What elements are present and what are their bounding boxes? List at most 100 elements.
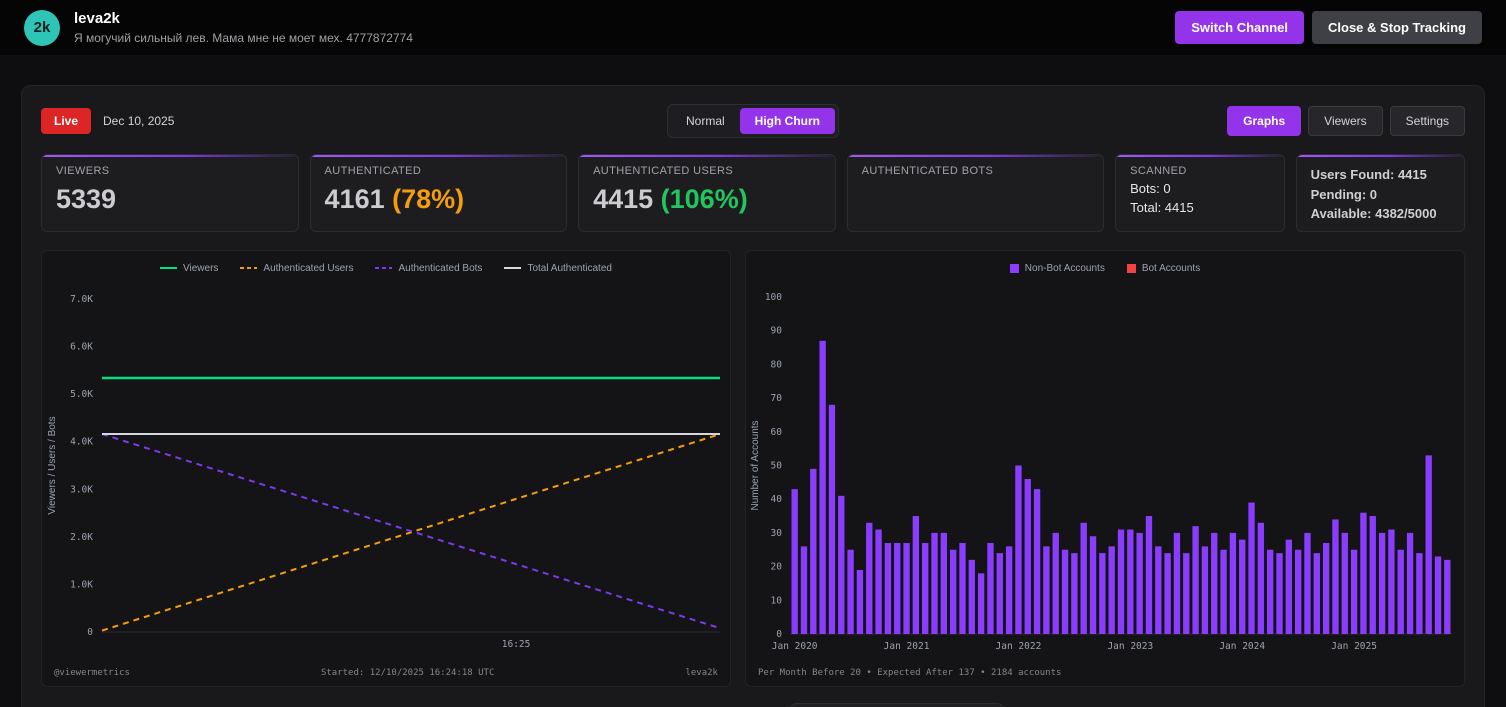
legend-item: Viewers [160,263,218,274]
svg-text:30: 30 [771,528,783,539]
svg-text:4.0K: 4.0K [70,437,93,448]
channel-label: leva2k [685,668,718,678]
bar-chart-legend: Non-Bot Accounts Bot Accounts [746,251,1464,285]
legend-item: Total Authenticated [504,263,612,274]
bar-chart-footer: Per Month Before 20 • Expected After 137… [746,660,1464,686]
svg-text:100: 100 [765,292,782,303]
legend-label: Authenticated Bots [398,262,483,274]
stat-label: VIEWERS [56,165,110,177]
legend-swatch-icon [160,267,178,269]
bottom-panel-peek [789,703,1005,707]
stat-percent: (78%) [392,184,465,214]
svg-text:0: 0 [776,629,782,640]
scanned-total: Total: 4415 [1130,200,1194,215]
legend-swatch-icon [1126,263,1136,273]
legend-swatch-icon [240,267,258,269]
svg-text:90: 90 [771,326,783,337]
accounts-bar-chart-panel: Non-Bot Accounts Bot Accounts 0 10 20 30 40 50… [745,250,1465,687]
mode-option-normal[interactable]: Normal [686,114,725,128]
line-chart-legend: Viewers Authenticated Users Authenticated … [42,251,730,285]
svg-text:Jan 2022: Jan 2022 [996,641,1042,652]
viewers-line-chart: 0 1.0K 2.0K 3.0K 4.0K 5.0K 6.0K 7.0K 16:25 Viewer… [42,285,730,660]
tab-viewers[interactable]: Viewers [1308,106,1383,136]
legend-label: Authenticated Users [263,262,354,274]
available: Available: 4382/5000 [1310,206,1437,221]
svg-text:Number of Accounts: Number of Accounts [750,420,761,510]
stats-row: VIEWERS 5339 AUTHENTICATED 4161 (78%) AU… [41,154,1465,232]
started-timestamp: Started: 12/10/2025 16:24:18 UTC [320,668,495,678]
tracking-date: Dec 10, 2025 [103,114,175,128]
mode-option-high-churn[interactable]: High Churn [739,108,835,134]
stat-card-scanned: SCANNED Bots: 0 Total: 4415 [1115,154,1285,232]
close-stop-tracking-button[interactable]: Close & Stop Tracking [1312,11,1482,44]
pending: Pending: 0 [1310,186,1378,202]
legend-swatch-icon [1009,263,1019,273]
toolbar: Live Dec 10, 2025 Normal High Churn Grap… [41,104,1465,138]
svg-text:3.0K: 3.0K [70,484,93,495]
stat-value: 4415 (106%) [593,184,821,215]
switch-channel-button[interactable]: Switch Channel [1175,11,1305,44]
stat-card-authenticated-bots: AUTHENTICATED BOTS [846,154,1105,232]
svg-text:60: 60 [771,427,783,438]
legend-item: Non-Bot Accounts [1009,262,1105,274]
stat-number: 4161 [324,184,385,214]
tab-settings[interactable]: Settings [1389,106,1465,136]
channel-description: Я могучий сильный лев. Мама мне не моет … [74,31,413,45]
svg-text:5.0K: 5.0K [70,389,93,400]
live-badge: Live [41,108,92,134]
svg-text:80: 80 [771,359,783,370]
svg-text:Jan 2024: Jan 2024 [1219,641,1265,652]
stat-card-viewers: VIEWERS 5339 [41,154,299,232]
legend-label: Total Authenticated [527,262,612,274]
legend-item: Bot Accounts [1126,262,1201,274]
legend-label: Non-Bot Accounts [1024,262,1105,274]
svg-text:50: 50 [771,461,783,472]
stat-label: AUTHENTICATED [324,165,422,177]
main-panel: Live Dec 10, 2025 Normal High Churn Grap… [21,85,1485,707]
line-chart-footer: @viewermetrics Started: 12/10/2025 16:24… [42,660,730,686]
stat-label: AUTHENTICATED BOTS [861,165,994,177]
svg-text:70: 70 [771,393,783,404]
legend-swatch-icon [504,267,522,269]
scanned-bots: Bots: 0 [1130,181,1171,196]
tab-graphs[interactable]: Graphs [1227,106,1302,136]
svg-text:6.0K: 6.0K [70,342,93,353]
toolbar-left: Live Dec 10, 2025 [41,108,667,134]
svg-text:10: 10 [771,595,783,606]
svg-text:Viewers / Users / Bots: Viewers / Users / Bots [47,416,58,514]
svg-text:0: 0 [87,627,93,638]
stat-label: SCANNED [1130,165,1187,177]
svg-text:7.0K: 7.0K [70,294,93,305]
svg-text:16:25: 16:25 [502,639,531,650]
svg-text:Jan 2020: Jan 2020 [772,641,818,652]
legend-swatch-icon [375,267,393,269]
bar-chart-summary: Per Month Before 20 • Expected After 137… [758,668,1062,678]
accounts-bar-chart: 0 10 20 30 40 50 60 70 80 90 100 Jan 2020 Jan 2021 Ja… [746,285,1464,660]
channel-name: leva2k [74,10,120,27]
stat-card-summary: Users Found: 4415 Pending: 0 Available: … [1295,154,1465,232]
top-bar: 2k leva2k Я могучий сильный лев. Мама мн… [0,0,1506,55]
stat-value: 5339 [56,184,117,214]
stat-label: AUTHENTICATED USERS [593,165,734,177]
viewers-line-chart-panel: Viewers Authenticated Users Authenticated … [41,250,731,687]
channel-info: leva2k Я могучий сильный лев. Мама мне н… [74,10,1161,45]
svg-text:20: 20 [771,562,783,573]
legend-label: Bot Accounts [1141,262,1201,274]
charts-row: Viewers Authenticated Users Authenticated … [41,250,1465,687]
svg-text:2.0K: 2.0K [70,532,93,543]
svg-text:Jan 2023: Jan 2023 [1107,641,1153,652]
watermark: @viewermetrics [54,668,130,678]
churn-mode-toggle: Normal High Churn [667,104,839,138]
stat-card-authenticated-users: AUTHENTICATED USERS 4415 (106%) [578,154,836,232]
stat-value: 4161 (78%) [325,184,553,215]
legend-label: Viewers [183,262,219,274]
stat-card-authenticated: AUTHENTICATED 4161 (78%) [309,154,568,232]
svg-text:1.0K: 1.0K [70,579,93,590]
channel-avatar[interactable]: 2k [24,9,60,46]
stat-number: 4415 [593,184,654,214]
legend-item: Authenticated Bots [375,263,482,274]
legend-item: Authenticated Users [240,263,353,274]
svg-text:40: 40 [771,494,783,505]
svg-text:Jan 2025: Jan 2025 [1331,641,1377,652]
svg-text:Jan 2021: Jan 2021 [884,641,930,652]
